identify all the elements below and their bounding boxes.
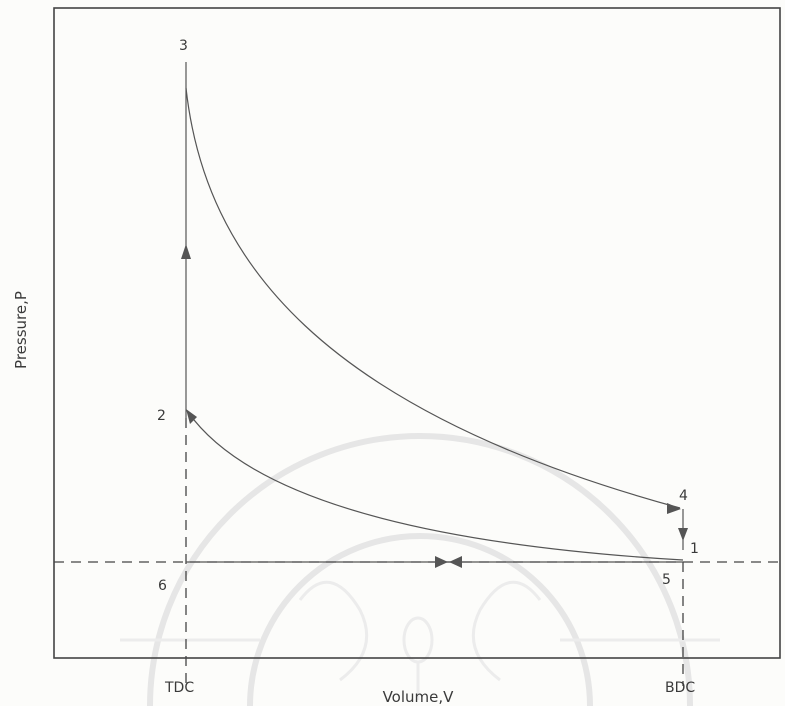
y-axis-label: Pressure,P <box>12 291 30 369</box>
process-3-4-curve <box>185 87 681 509</box>
intake-arrow <box>435 556 448 568</box>
process-1-2-curve <box>187 411 684 561</box>
state-point-1-label: 1 <box>690 541 699 557</box>
watermark-seal <box>120 433 720 706</box>
state-point-2-label: 2 <box>157 408 166 424</box>
process-1-2-arrow <box>186 409 197 424</box>
process-3-4-arrow <box>667 503 681 514</box>
state-point-6-label: 6 <box>158 578 167 594</box>
state-point-5-label: 5 <box>662 572 671 588</box>
process-4-1-arrow <box>678 528 688 541</box>
x-tick-tdc: TDC <box>164 680 194 696</box>
state-point-3-label: 3 <box>179 38 188 54</box>
plot-frame <box>53 7 781 659</box>
state-point-4-label: 4 <box>679 488 688 504</box>
x-tick-bdc: BDC <box>665 680 695 696</box>
exhaust-arrow <box>449 556 462 568</box>
process-2-3-arrow <box>181 244 191 259</box>
x-axis-label: Volume,V <box>383 688 455 706</box>
